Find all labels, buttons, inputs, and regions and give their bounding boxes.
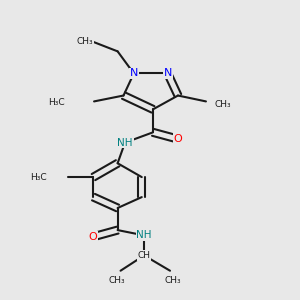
Text: CH₃: CH₃ xyxy=(165,276,181,285)
Text: N: N xyxy=(164,68,172,78)
Text: H₃C: H₃C xyxy=(49,98,65,107)
Text: O: O xyxy=(174,134,182,144)
Text: CH₃: CH₃ xyxy=(109,276,125,285)
Text: CH₃: CH₃ xyxy=(77,37,94,46)
Text: NH: NH xyxy=(136,230,152,240)
Text: NH: NH xyxy=(117,138,133,148)
Text: O: O xyxy=(88,232,97,242)
Text: N: N xyxy=(130,68,138,78)
Text: H₃C: H₃C xyxy=(30,173,46,182)
Text: CH₃: CH₃ xyxy=(215,100,231,109)
Text: CH: CH xyxy=(138,251,151,260)
